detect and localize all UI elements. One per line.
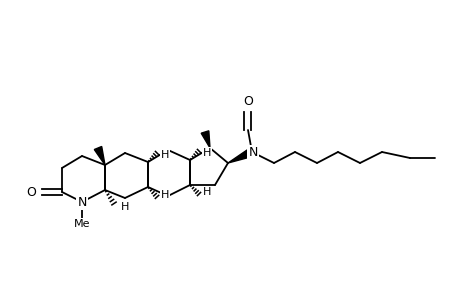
Text: H: H: [161, 190, 169, 200]
Text: N: N: [77, 196, 86, 208]
Text: O: O: [242, 95, 252, 108]
Text: O: O: [26, 185, 36, 199]
Text: H: H: [161, 150, 169, 160]
Polygon shape: [228, 148, 253, 163]
Polygon shape: [94, 146, 105, 165]
Text: H: H: [202, 187, 211, 197]
Polygon shape: [201, 131, 210, 148]
Text: Me: Me: [73, 219, 90, 229]
Text: N: N: [248, 146, 257, 158]
Text: H: H: [202, 148, 211, 158]
Text: H: H: [121, 202, 129, 212]
